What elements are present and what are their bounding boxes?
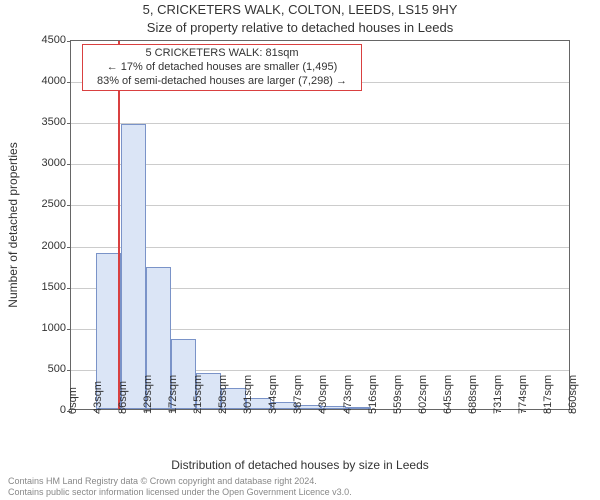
ytick-label: 2500 [16, 198, 66, 210]
x-axis-label: Distribution of detached houses by size … [0, 458, 600, 472]
ytick-label: 0 [16, 404, 66, 416]
ytick-mark [67, 247, 71, 248]
title-main: 5, CRICKETERS WALK, COLTON, LEEDS, LS15 … [0, 2, 600, 17]
ytick-mark [67, 205, 71, 206]
ytick-mark [67, 329, 71, 330]
annotation-line2: ← 17% of detached houses are smaller (1,… [89, 61, 355, 75]
annotation-line3: 83% of semi-detached houses are larger (… [89, 75, 355, 89]
ytick-mark [67, 164, 71, 165]
title-sub: Size of property relative to detached ho… [0, 20, 600, 35]
annotation-line1: 5 CRICKETERS WALK: 81sqm [89, 47, 355, 61]
ytick-mark [67, 82, 71, 83]
annotation-box: 5 CRICKETERS WALK: 81sqm ← 17% of detach… [82, 44, 362, 91]
ytick-label: 500 [16, 363, 66, 375]
ytick-label: 1000 [16, 322, 66, 334]
plot-area [70, 40, 570, 410]
ytick-label: 4000 [16, 75, 66, 87]
ytick-label: 1500 [16, 281, 66, 293]
ytick-label: 3000 [16, 157, 66, 169]
ytick-mark [67, 370, 71, 371]
chart-container: 5, CRICKETERS WALK, COLTON, LEEDS, LS15 … [0, 0, 600, 500]
footer-line2: Contains public sector information licen… [8, 487, 352, 498]
ytick-mark [67, 288, 71, 289]
ytick-label: 2000 [16, 240, 66, 252]
footer-line1: Contains HM Land Registry data © Crown c… [8, 476, 352, 487]
reference-line [118, 41, 120, 409]
ytick-mark [67, 123, 71, 124]
ytick-mark [67, 41, 71, 42]
footer: Contains HM Land Registry data © Crown c… [8, 476, 352, 498]
ytick-label: 3500 [16, 116, 66, 128]
histogram-bar [121, 124, 146, 409]
ytick-label: 4500 [16, 34, 66, 46]
